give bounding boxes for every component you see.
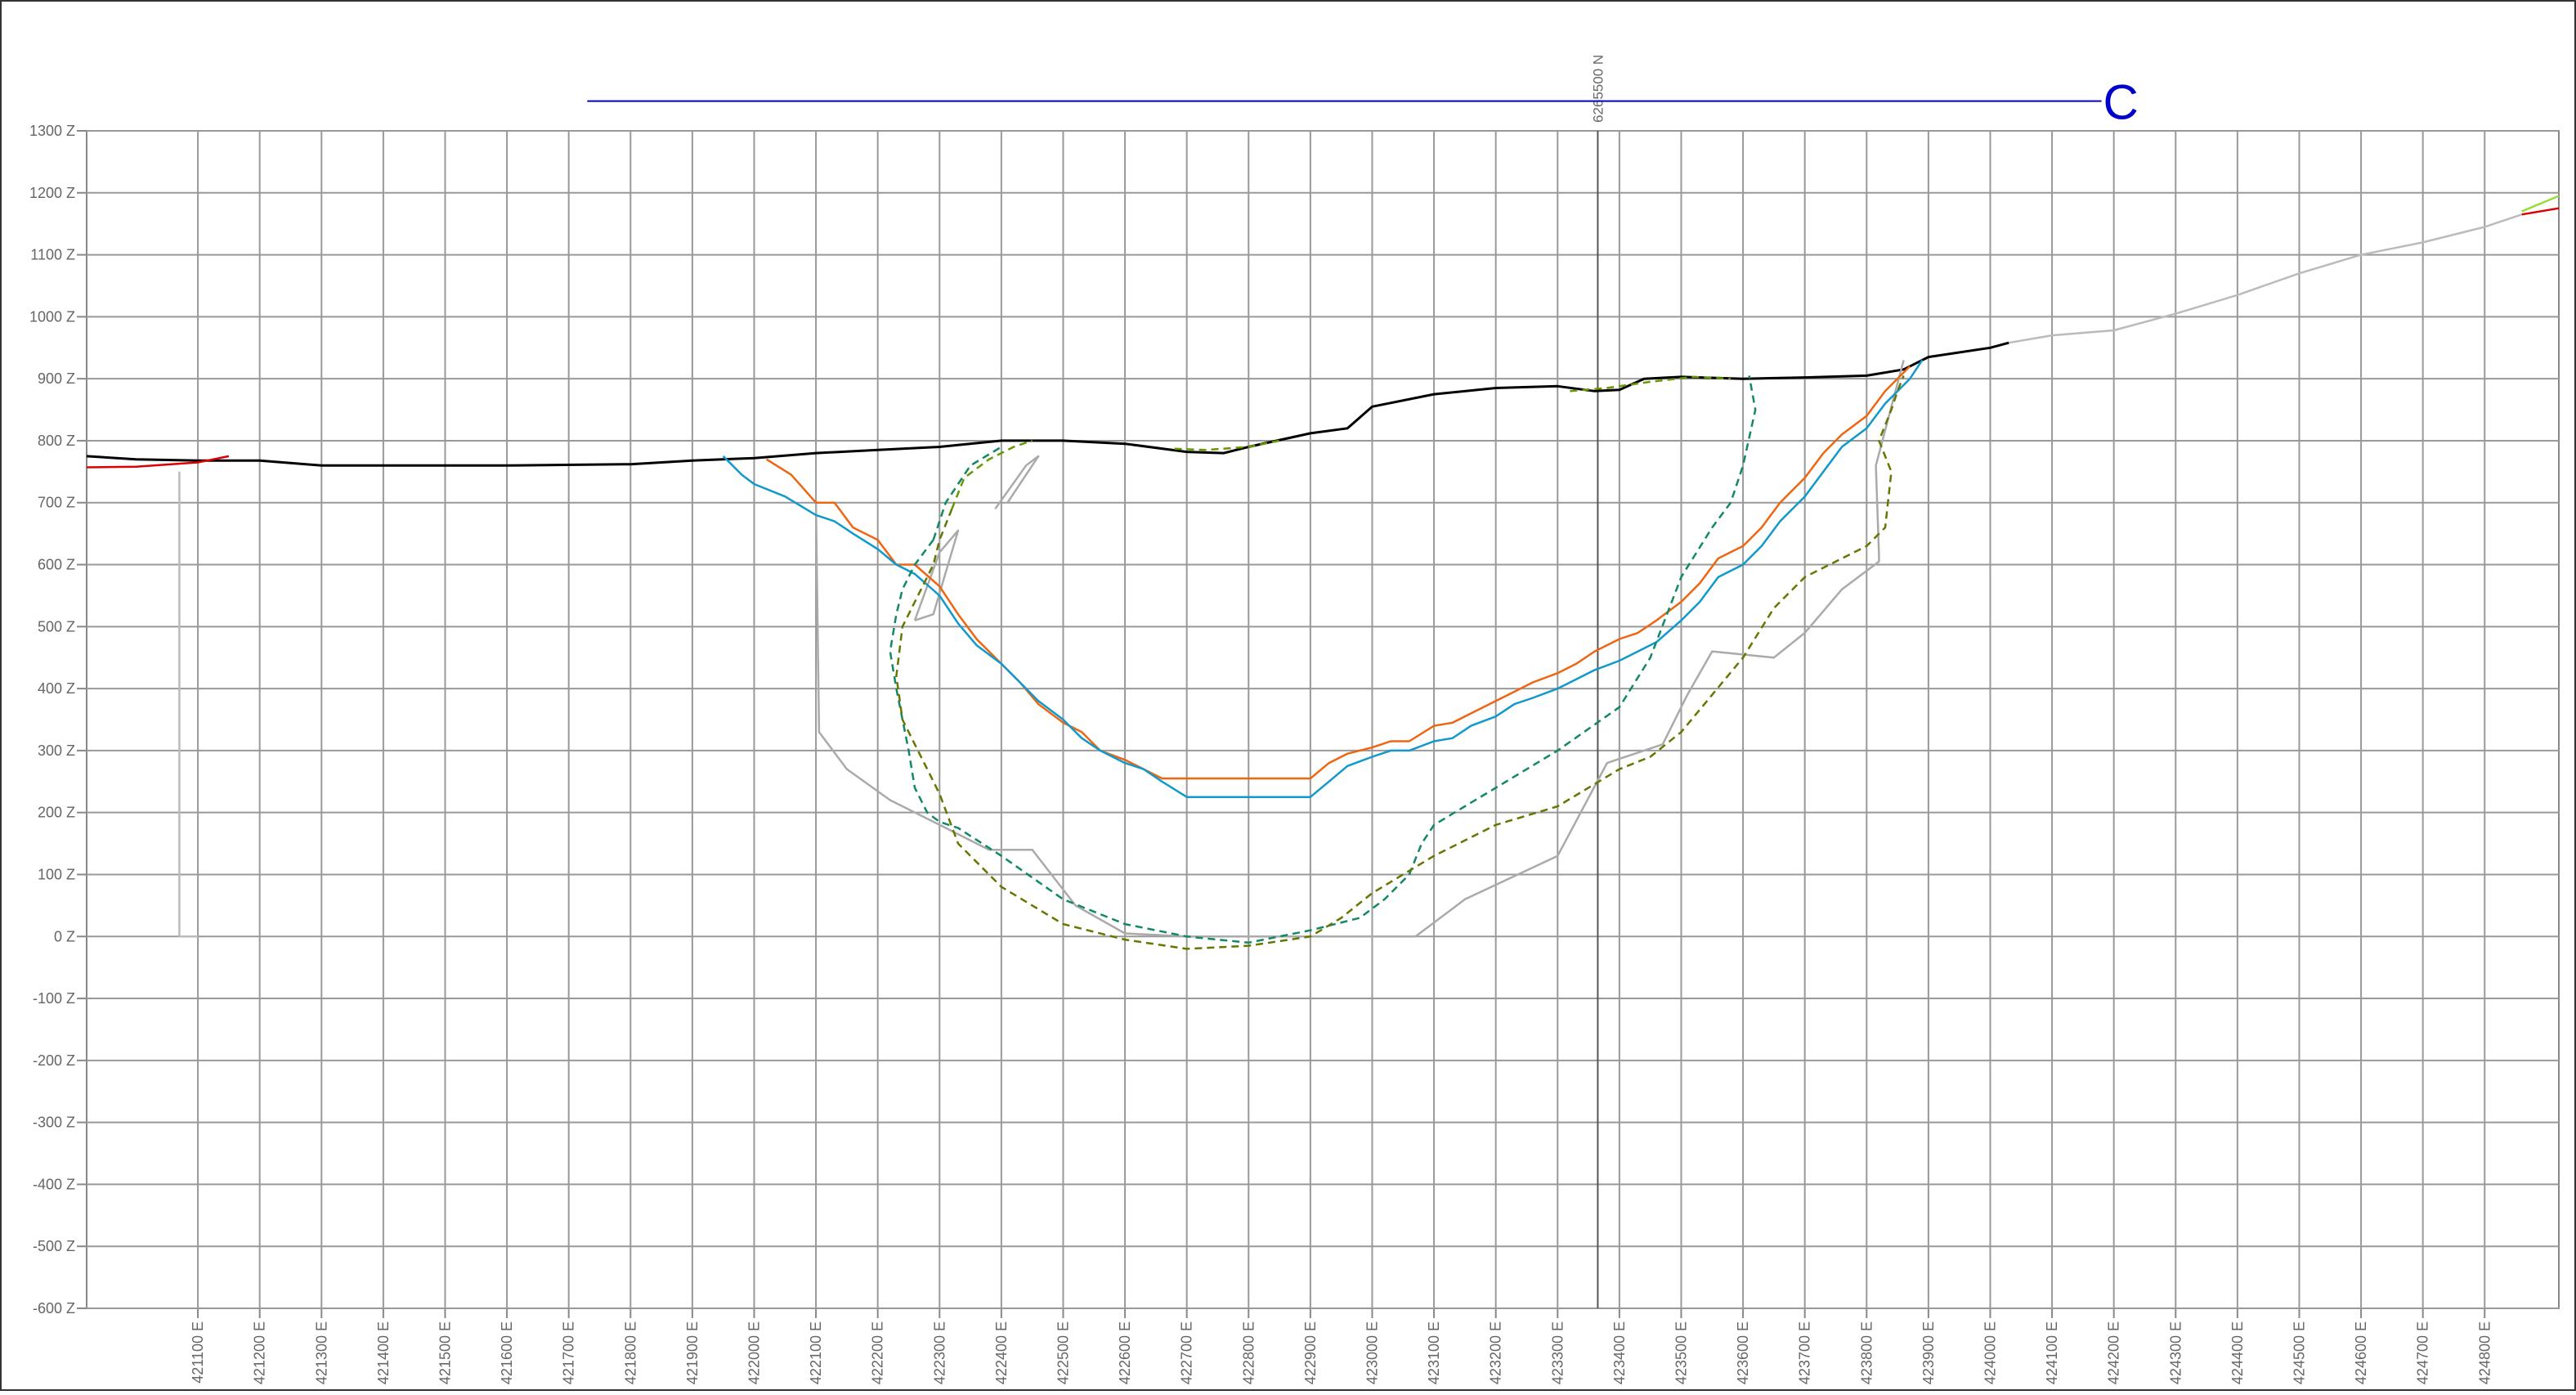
y-tick-label: -400 Z: [33, 1176, 75, 1192]
series-line-8: [1414, 360, 1905, 938]
x-tick-label: 424000 E: [1982, 1321, 1998, 1384]
x-tick-label: 423400 E: [1611, 1321, 1628, 1384]
x-tick-label: 424100 E: [2044, 1321, 2060, 1384]
x-tick-label: 421800 E: [622, 1321, 638, 1384]
y-tick-label: 500 Z: [38, 618, 75, 635]
x-tick-label: 424600 E: [2353, 1321, 2369, 1384]
x-tick-label: 422700 E: [1179, 1321, 1195, 1384]
series-line-4: [2521, 195, 2560, 213]
x-tick-label: 422000 E: [746, 1321, 762, 1384]
x-tick-label: 423000 E: [1364, 1321, 1380, 1384]
x-tick-label: 421200 E: [252, 1321, 268, 1384]
y-tick-label: -500 Z: [33, 1238, 75, 1254]
y-tick-label: -100 Z: [33, 990, 75, 1007]
y-axis-labels: 1300 Z 1200 Z 1100 Z 1000 Z 900 Z 800 Z 700 Z 6…: [29, 123, 75, 1317]
x-axis-labels: 421100 E 421200 E 421300 E 421400 E 421500 E…: [190, 1321, 2493, 1384]
series-line-16: [932, 446, 1002, 541]
series-line-13: [889, 375, 1757, 944]
y-tick-label: 1100 Z: [30, 247, 75, 263]
y-tick-label: 100 Z: [38, 866, 75, 882]
series-line-7: [814, 502, 1416, 938]
series-line-1: [86, 341, 2009, 467]
x-tick-label: 423200 E: [1488, 1321, 1504, 1384]
series-line-3: [2521, 207, 2560, 216]
y-tick-label: 300 Z: [38, 742, 75, 759]
x-tick-label: 422300 E: [931, 1321, 948, 1384]
x-tick-label: 423700 E: [1797, 1321, 1813, 1384]
x-tick-label: 421900 E: [684, 1321, 701, 1384]
series-line-2: [86, 455, 230, 469]
x-tick-label: 423900 E: [1920, 1321, 1937, 1384]
x-tick-label: 423800 E: [1858, 1321, 1875, 1384]
x-tick-label: 424300 E: [2167, 1321, 2184, 1384]
y-tick-label: -600 Z: [33, 1300, 75, 1317]
x-tick-label: 424400 E: [2229, 1321, 2246, 1384]
series-line-14: [895, 375, 1905, 950]
x-tick-label: 421300 E: [313, 1321, 329, 1384]
x-tick-label: 422500 E: [1055, 1321, 1071, 1384]
y-tick-label: 200 Z: [38, 805, 75, 821]
x-tick-label: 424500 E: [2291, 1321, 2307, 1384]
series-line-10: [994, 455, 1040, 510]
y-tick-label: 400 Z: [38, 680, 75, 697]
series-line-15: [951, 439, 1033, 509]
y-tick-label: 1200 Z: [29, 185, 75, 201]
x-tick-label: 421600 E: [499, 1321, 515, 1384]
x-tick-label: 423100 E: [1426, 1321, 1442, 1384]
x-tick-label: 423300 E: [1549, 1321, 1566, 1384]
series-line-9: [913, 529, 960, 621]
x-tick-label: 422600 E: [1117, 1321, 1133, 1384]
series-line-18: [1570, 375, 1732, 392]
x-tick-label: 424800 E: [2476, 1321, 2493, 1384]
northing-label: 6265500 N: [1590, 55, 1606, 123]
section-label: C: [2103, 75, 2139, 130]
section-marker: C: [587, 75, 2139, 130]
series-line-17: [1174, 439, 1280, 451]
y-tick-label: 600 Z: [38, 557, 75, 573]
x-tick-label: 423500 E: [1673, 1321, 1689, 1384]
series-line-6: [178, 471, 199, 938]
series-line-11: [765, 366, 1911, 780]
x-tick-label: 421500 E: [437, 1321, 453, 1384]
y-tick-label: 700 Z: [38, 495, 75, 511]
y-tick-label: -200 Z: [33, 1052, 75, 1069]
x-tick-label: 422100 E: [808, 1321, 824, 1384]
x-tick-label: 423600 E: [1735, 1321, 1751, 1384]
y-tick-label: 800 Z: [38, 433, 75, 449]
y-tick-label: 1000 Z: [29, 308, 75, 325]
x-tick-label: 421400 E: [375, 1321, 392, 1384]
x-tick-label: 421100 E: [190, 1321, 206, 1384]
x-tick-label: 422200 E: [870, 1321, 886, 1384]
y-tick-label: 1300 Z: [29, 123, 75, 139]
series-layer: [86, 195, 2560, 950]
vertical-grid: [86, 130, 2560, 1318]
y-tick-label: -300 Z: [33, 1115, 75, 1131]
x-tick-label: 424700 E: [2415, 1321, 2431, 1384]
horizontal-grid: [77, 130, 2559, 1309]
northing-line-group: 6265500 N: [1590, 55, 1606, 1308]
x-tick-label: 422800 E: [1240, 1321, 1257, 1384]
x-tick-label: 422400 E: [993, 1321, 1010, 1384]
y-tick-label: 0 Z: [54, 928, 75, 944]
x-tick-label: 424200 E: [2106, 1321, 2122, 1384]
x-tick-label: 421700 E: [561, 1321, 577, 1384]
y-tick-label: 900 Z: [38, 370, 75, 387]
series-line-5: [2008, 213, 2522, 344]
x-tick-label: 422900 E: [1302, 1321, 1319, 1384]
